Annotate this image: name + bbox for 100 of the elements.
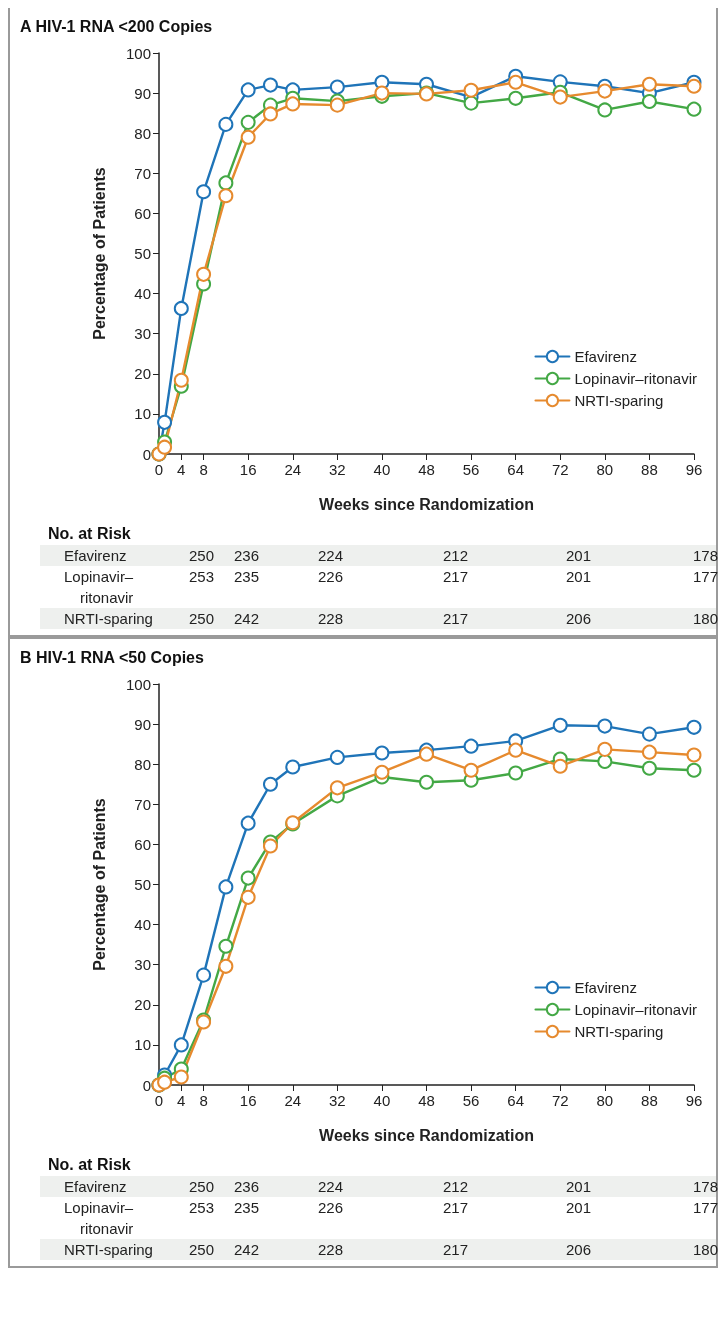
x-tick-label: 64 (507, 461, 525, 478)
x-tick-label: 80 (596, 1092, 614, 1109)
text: 206 (565, 1241, 591, 1258)
x-tick-label: 72 (551, 461, 569, 478)
legend-label: Efavirenz (574, 348, 637, 365)
text: 177 (692, 1199, 718, 1216)
y-tick-label: 0 (142, 1076, 151, 1094)
x-tick-label: 96 (685, 461, 703, 478)
y-tick-label: 30 (134, 325, 151, 343)
category-label: NRTI-sparing (64, 1241, 153, 1258)
y-tick-label: 90 (134, 84, 151, 102)
x-tick-label: 0 (154, 1092, 164, 1109)
legend-label: NRTI-sparing (574, 392, 664, 409)
y-tick-label: 100 (125, 44, 151, 62)
y-axis-title: Percentage of Patients (90, 167, 108, 340)
x-tick-label: 16 (239, 1092, 257, 1109)
text: 235 (233, 1199, 259, 1216)
y-tick-label: 20 (134, 996, 151, 1014)
text: No. at Risk (47, 525, 132, 543)
text: 235 (233, 568, 259, 585)
x-tick-label: 8 (199, 1092, 208, 1109)
text: No. at Risk (47, 1156, 132, 1174)
y-tick-label: 70 (134, 795, 151, 813)
y-tick-label: 50 (134, 876, 151, 893)
x-tick-label: 96 (685, 1092, 703, 1109)
y-tick-label: 80 (134, 124, 151, 142)
y-tick-label: 40 (134, 285, 151, 303)
y-tick-label: 40 (134, 916, 151, 934)
x-axis-title: Weeks since Randomization (319, 495, 534, 513)
x-tick-label: 8 (199, 461, 208, 478)
x-tick-label: 72 (551, 1092, 569, 1109)
y-tick-label: 50 (134, 245, 151, 262)
text: 180 (692, 610, 718, 627)
y-tick-label: 80 (134, 755, 151, 773)
text: 253 (188, 568, 214, 585)
legend-label: NRTI-sparing (574, 1023, 664, 1040)
legend-label: Efavirenz (574, 979, 637, 996)
category-label: Lopinavir–ritonavir (64, 568, 134, 606)
text: 217 (442, 1199, 468, 1216)
y-tick-label: 60 (134, 204, 151, 222)
x-tick-label: 64 (507, 1092, 525, 1109)
text: 180 (692, 1241, 718, 1258)
text: 236 (233, 1178, 259, 1195)
legend-label: Lopinavir–ritonavir (574, 370, 698, 387)
y-tick-label: 30 (134, 956, 151, 974)
x-tick-label: 80 (596, 461, 614, 478)
x-tick-label: 48 (418, 1092, 435, 1109)
x-tick-label: 4 (177, 1092, 186, 1109)
chart-title: B HIV-1 RNA <50 Copies (19, 648, 205, 667)
text: 206 (565, 610, 591, 627)
text: 250 (188, 1178, 214, 1195)
x-tick-label: 4 (177, 461, 186, 478)
legend-label: Lopinavir–ritonavir (574, 1001, 698, 1018)
text: 224 (317, 547, 343, 564)
x-tick-label: 32 (328, 1092, 346, 1109)
y-tick-label: 60 (134, 835, 151, 853)
category-label: Lopinavir–ritonavir (64, 1199, 134, 1237)
chart-title: A HIV-1 RNA <200 Copies (19, 17, 214, 36)
text: 250 (188, 610, 214, 627)
x-tick-label: 24 (284, 1092, 302, 1109)
category-label: Efavirenz (64, 547, 127, 564)
text: 201 (565, 568, 591, 585)
x-tick-label: 16 (239, 461, 257, 478)
x-tick-label: 40 (373, 1092, 391, 1109)
text: 250 (188, 547, 214, 564)
x-tick-label: 48 (418, 461, 435, 478)
text: 212 (442, 547, 468, 564)
text: 242 (233, 1241, 259, 1258)
text: 178 (692, 1178, 718, 1195)
text: 226 (317, 1199, 343, 1216)
x-axis-title: Weeks since Randomization (319, 1126, 534, 1144)
text: 228 (317, 1241, 343, 1258)
y-tick-label: 10 (134, 405, 151, 423)
y-tick-label: 90 (134, 715, 151, 733)
y-tick-label: 20 (134, 365, 151, 383)
y-axis-title: Percentage of Patients (90, 798, 108, 971)
y-tick-label: 100 (125, 675, 151, 693)
text: 253 (188, 1199, 214, 1216)
text: 217 (442, 568, 468, 585)
text: 250 (188, 1241, 214, 1258)
x-tick-label: 24 (284, 461, 302, 478)
x-tick-label: 40 (373, 461, 391, 478)
text: 217 (442, 1241, 468, 1258)
y-tick-label: 10 (134, 1036, 151, 1054)
text: 228 (317, 610, 343, 627)
x-tick-label: 56 (462, 461, 480, 478)
text: 236 (233, 547, 259, 564)
text: 201 (565, 1199, 591, 1216)
text: 224 (317, 1178, 343, 1195)
x-tick-label: 56 (462, 1092, 480, 1109)
x-tick-label: 88 (641, 1092, 658, 1109)
text: 226 (317, 568, 343, 585)
text: 178 (692, 547, 718, 564)
text: 177 (692, 568, 718, 585)
x-tick-label: 88 (641, 461, 658, 478)
x-tick-label: 0 (154, 461, 164, 478)
category-label: NRTI-sparing (64, 610, 153, 627)
x-tick-label: 32 (328, 461, 346, 478)
y-tick-label: 70 (134, 164, 151, 182)
text: 201 (565, 1178, 591, 1195)
